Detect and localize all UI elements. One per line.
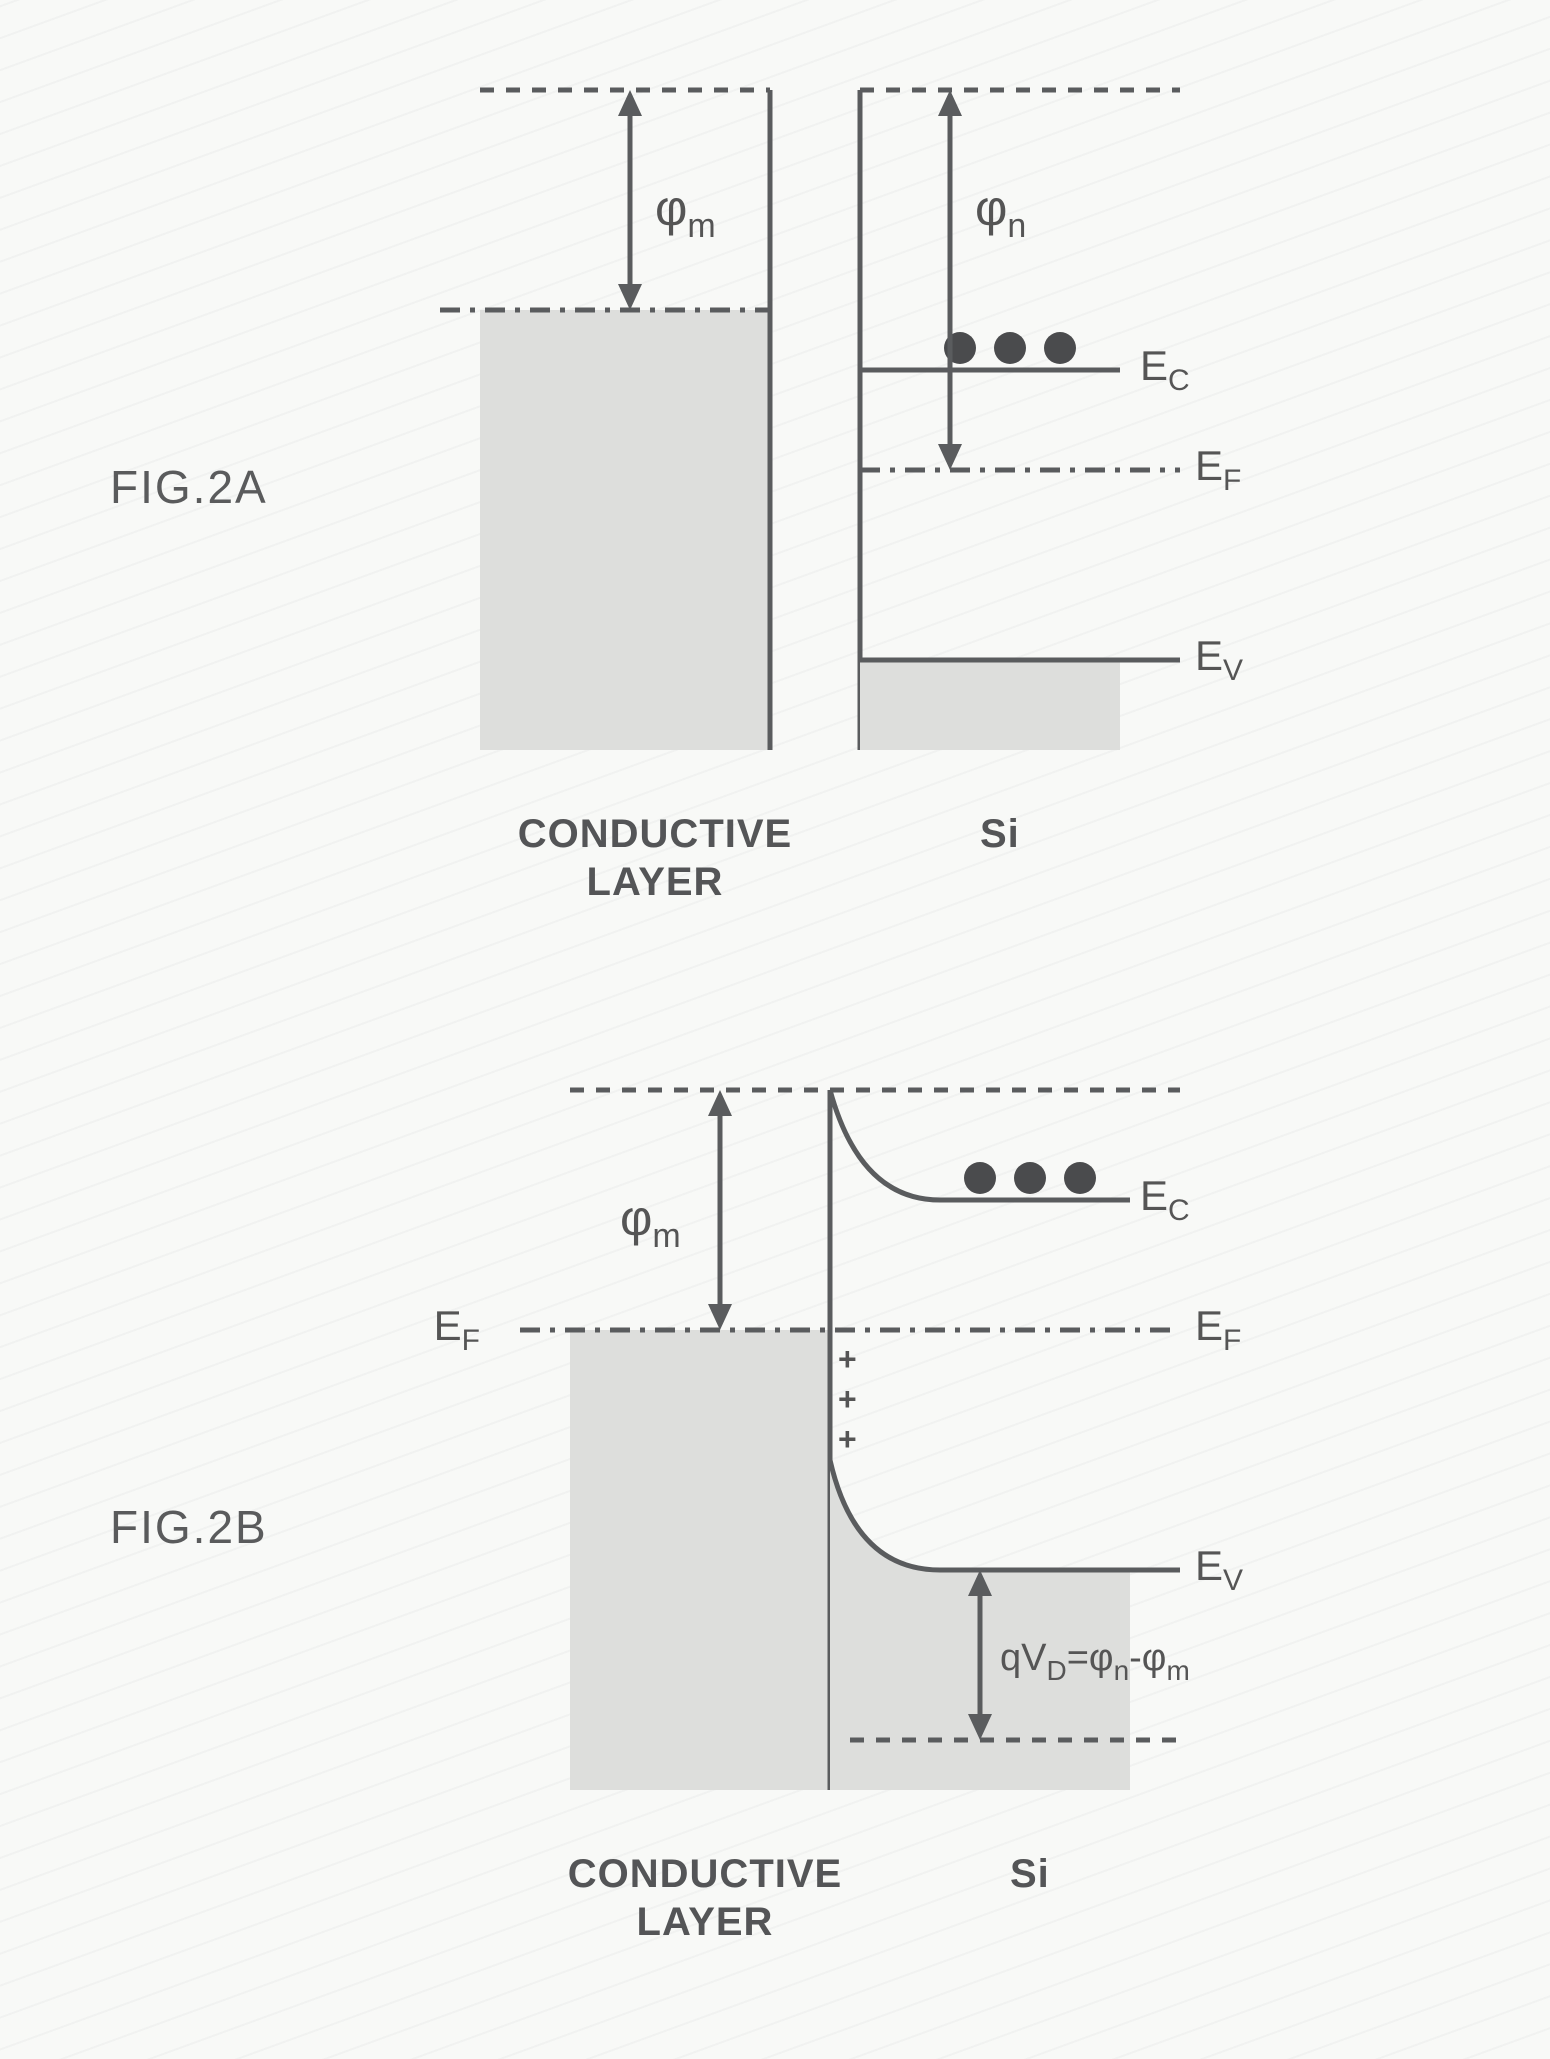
svg-text:EC: EC [1140,1172,1190,1227]
svg-text:φn: φn [975,180,1026,245]
svg-text:EF: EF [1195,1302,1241,1357]
fig2b-label: FIG.2B [110,1500,268,1554]
svg-text:φm: φm [655,180,716,245]
fig2b-caption-left: CONDUCTIVELAYER [555,1850,855,1946]
svg-text:EF: EF [434,1302,480,1357]
svg-text:EC: EC [1140,342,1190,397]
svg-text:+: + [838,1341,857,1377]
svg-text:EV: EV [1195,632,1243,687]
svg-text:+: + [838,1381,857,1417]
fig2b-diagram: + + + φm EF EC EF EV qVD=φn-φm [420,1060,1320,1840]
svg-text:qVD=φn-φm: qVD=φn-φm [1000,1637,1190,1686]
fig2a-caption-left: CONDUCTIVELAYER [505,810,805,906]
fig2a-caption-right: Si [980,810,1020,858]
fig2a-diagram: φm φn EF EC EF EV [420,60,1320,800]
svg-text:φm: φm [620,1190,681,1255]
fig2b-caption-right: Si [1010,1850,1050,1898]
svg-text:EF: EF [1195,442,1241,497]
fig2a-label: FIG.2A [110,460,268,514]
svg-text:EV: EV [1195,1542,1243,1597]
svg-text:+: + [838,1421,857,1457]
